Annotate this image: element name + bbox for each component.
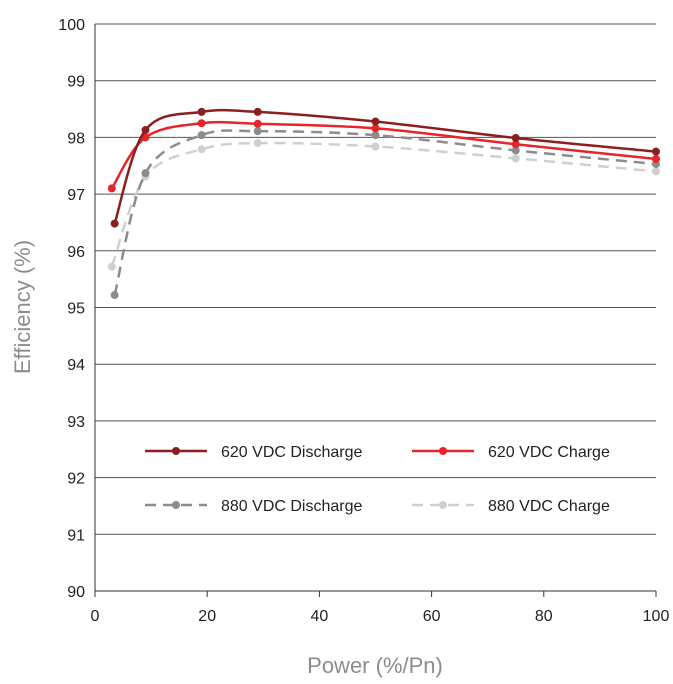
x-tick-label: 20 — [198, 608, 216, 625]
data-point — [197, 145, 206, 154]
series-group — [107, 107, 660, 300]
legend-item: 620 VDC Charge — [412, 444, 610, 461]
data-point — [141, 133, 150, 142]
data-point — [511, 154, 520, 163]
series-line — [113, 129, 657, 296]
axes — [94, 24, 656, 592]
grid — [95, 23, 656, 535]
legend-item: 620 VDC Discharge — [145, 444, 363, 461]
legend: 620 VDC Discharge 620 VDC Charge 880 VDC D… — [145, 444, 610, 515]
y-tick-label: 95 — [67, 301, 85, 318]
series-line — [110, 141, 657, 268]
y-tick-label: 98 — [67, 130, 85, 147]
legend-label: 620 VDC Discharge — [221, 444, 363, 461]
data-point — [371, 117, 380, 126]
x-tick-label: 60 — [423, 608, 441, 625]
y-tick-label: 94 — [67, 357, 85, 374]
data-point — [253, 139, 262, 148]
data-point — [652, 154, 660, 163]
series-880-vdc-discharge — [110, 127, 660, 300]
y-tick-label: 93 — [67, 414, 85, 431]
y-tick-label: 100 — [58, 17, 85, 34]
y-tick-label: 96 — [67, 244, 85, 261]
x-tick-label: 0 — [91, 608, 100, 625]
data-point — [197, 131, 206, 140]
data-point — [197, 119, 206, 128]
data-point — [107, 262, 116, 271]
series-line — [113, 108, 657, 224]
data-point — [511, 133, 520, 142]
data-point — [371, 124, 380, 133]
series-620-vdc-discharge — [110, 107, 660, 228]
legend-marker — [439, 501, 447, 509]
y-tick-label: 92 — [67, 471, 85, 488]
legend-label: 880 VDC Charge — [488, 498, 610, 515]
legend-marker — [172, 501, 180, 509]
y-tick-label: 90 — [67, 584, 85, 601]
data-point — [371, 131, 380, 140]
data-point — [107, 184, 116, 193]
tick-labels: 90 91 92 93 94 95 96 97 98 99 100 0 20 40 60 80 100 — [58, 17, 669, 625]
legend-item: 880 VDC Charge — [412, 498, 610, 515]
series-620-vdc-charge — [107, 119, 660, 193]
y-tick-label: 97 — [67, 187, 85, 204]
data-point — [110, 219, 119, 228]
y-axis-title: Efficiency (%) — [10, 240, 35, 374]
data-point — [141, 126, 150, 135]
x-axis-title: Power (%/Pn) — [307, 653, 443, 678]
x-tick-label: 100 — [643, 608, 670, 625]
data-point — [371, 142, 380, 151]
legend-marker — [172, 447, 180, 455]
data-point — [253, 127, 262, 136]
data-point — [253, 107, 262, 116]
x-tick-label: 40 — [311, 608, 329, 625]
data-point — [197, 107, 206, 116]
data-point — [652, 147, 660, 156]
x-tick-label: 80 — [535, 608, 553, 625]
y-tick-label: 91 — [67, 527, 85, 544]
series-line — [110, 120, 657, 190]
data-point — [141, 169, 150, 178]
y-tick-label: 99 — [67, 74, 85, 91]
data-point — [253, 119, 262, 128]
legend-label: 620 VDC Charge — [488, 444, 610, 461]
data-point — [511, 140, 520, 149]
legend-item: 880 VDC Discharge — [145, 498, 363, 515]
legend-marker — [439, 447, 447, 455]
data-point — [110, 291, 119, 300]
legend-label: 880 VDC Discharge — [221, 498, 363, 515]
data-point — [511, 146, 520, 155]
data-point — [652, 167, 660, 176]
